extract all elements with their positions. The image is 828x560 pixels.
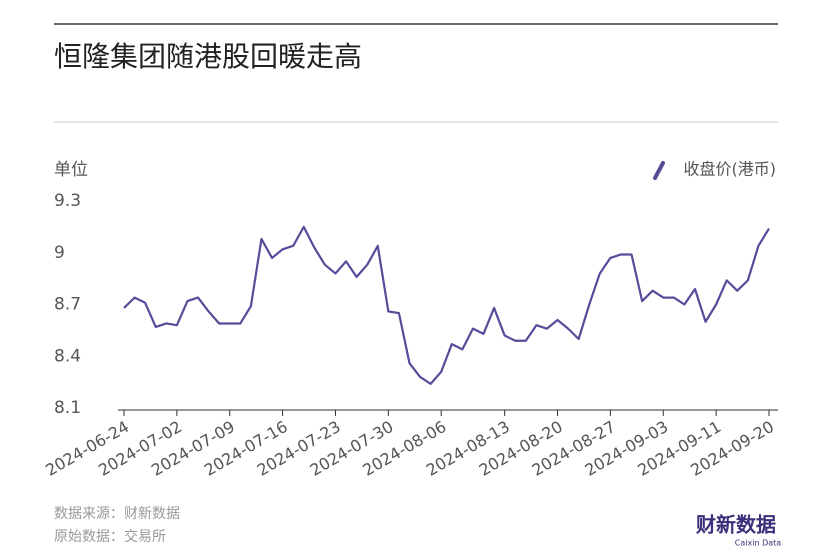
logo: 财新数据 xyxy=(696,513,776,537)
chart-title: 恒隆集团随港股回暖走高 xyxy=(54,40,362,73)
line-series xyxy=(123,225,770,385)
legend-label: 收盘价(港币) xyxy=(684,160,777,179)
origin: 原始数据：交易所 xyxy=(54,528,166,545)
y-tick-label: 8.1 xyxy=(54,398,81,418)
y-tick-label: 8.4 xyxy=(54,346,81,366)
y-axis-label: 单位 xyxy=(54,160,88,180)
logo-sub: Caixin Data xyxy=(735,539,781,548)
y-tick-label: 9 xyxy=(54,243,65,263)
y-tick-label: 8.7 xyxy=(54,295,81,315)
source: 数据来源：财新数据 xyxy=(54,506,180,522)
y-tick-label: 9.3 xyxy=(54,191,81,211)
legend-icon xyxy=(653,161,665,180)
